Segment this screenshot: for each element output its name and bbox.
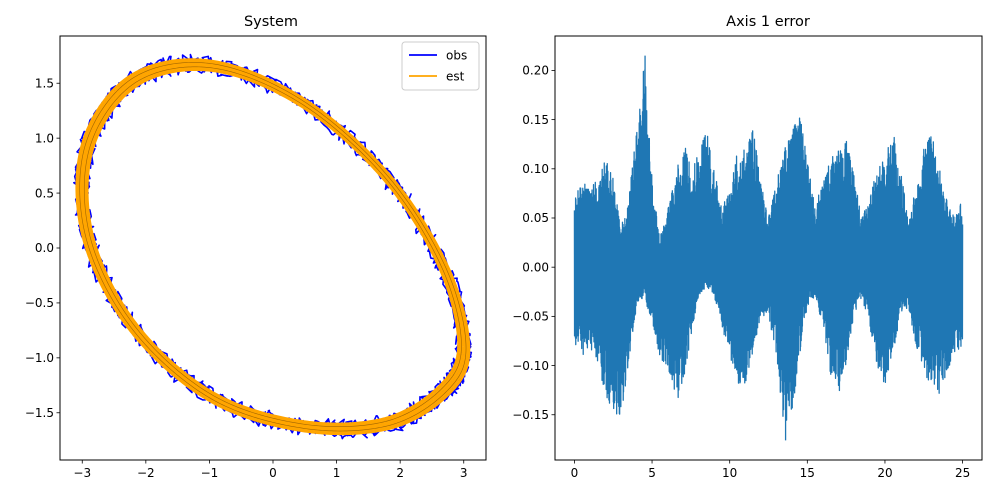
est-series-line — [77, 60, 469, 434]
error-data — [573, 55, 964, 441]
system-data — [73, 53, 473, 440]
error-title: Axis 1 error — [726, 14, 810, 30]
system-title: System — [244, 14, 298, 30]
error-x-tick-label: 5 — [648, 466, 656, 480]
error-x-tick-label: 10 — [722, 466, 737, 480]
system-x-tick-label: −3 — [73, 466, 91, 480]
system-y-tick-label: −1.0 — [25, 351, 54, 365]
error-y-tick-label: 0.05 — [522, 211, 549, 225]
est-series-line — [85, 68, 460, 426]
system-y-axis: −1.5 −1.0 −0.5 0.0 0.5 1.0 1.5 — [25, 76, 60, 420]
system-y-tick-label: 1.0 — [35, 131, 54, 145]
est-trace-line — [83, 66, 462, 427]
error-x-tick-label: 0 — [571, 466, 579, 480]
error-x-axis: 0 5 10 15 20 25 — [571, 460, 970, 480]
legend-box — [401, 41, 480, 91]
system-y-tick-label: 0.5 — [35, 186, 54, 200]
system-y-tick-label: −1.5 — [25, 406, 54, 420]
error-series-line — [573, 55, 964, 441]
error-y-tick-label: −0.15 — [512, 408, 549, 422]
error-x-tick-label: 25 — [955, 466, 970, 480]
error-y-tick-label: −0.05 — [512, 310, 549, 324]
est-series-line — [81, 64, 464, 430]
error-x-tick-label: 20 — [877, 466, 892, 480]
error-panel: Axis 1 error 0 5 10 15 20 25 −0.15 −0.10 −0.05 0… — [512, 14, 983, 480]
system-panel: System −3 −2 −1 0 1 2 3 −1.5 −1.0 −0.5 0.0 0.5 1.0 1… — [25, 14, 487, 480]
system-y-tick-label: 1.5 — [35, 76, 54, 90]
est-series-line — [79, 62, 467, 432]
error-x-tick-label: 15 — [800, 466, 815, 480]
system-x-axis: −3 −2 −1 0 1 2 3 — [73, 460, 468, 480]
system-y-tick-label: −0.5 — [25, 296, 54, 310]
error-y-tick-label: 0.10 — [522, 162, 549, 176]
legend-est-label: est — [446, 70, 465, 84]
error-y-tick-label: 0.20 — [522, 64, 549, 78]
est-series-line — [75, 58, 471, 436]
system-legend: obs est — [401, 41, 480, 91]
system-x-tick-label: −2 — [137, 466, 155, 480]
error-axes-frame — [554, 35, 983, 461]
system-x-tick-label: 1 — [333, 466, 341, 480]
error-y-tick-label: 0.15 — [522, 113, 549, 127]
legend-obs-label: obs — [446, 49, 467, 63]
est-series-line — [83, 66, 462, 428]
system-y-tick-label: 0.0 — [35, 241, 54, 255]
error-y-tick-label: −0.10 — [512, 359, 549, 373]
error-y-axis: −0.15 −0.10 −0.05 0.00 0.05 0.10 0.15 0.20 — [512, 64, 555, 422]
est-trace-line — [79, 62, 467, 432]
system-x-tick-label: 3 — [460, 466, 468, 480]
error-y-tick-label: 0.00 — [522, 260, 549, 274]
system-x-tick-label: 0 — [269, 466, 277, 480]
system-x-tick-label: 2 — [396, 466, 404, 480]
system-x-tick-label: −1 — [201, 466, 219, 480]
